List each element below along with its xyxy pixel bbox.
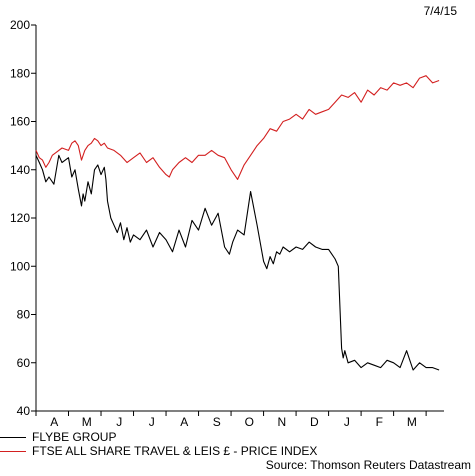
legend-swatch-flybe xyxy=(0,437,26,439)
chart-date: 7/4/15 xyxy=(423,4,457,18)
y-tick-label-180: 180 xyxy=(10,66,30,80)
y-tick-label-100: 100 xyxy=(10,259,30,273)
legend-label-ftse: FTSE ALL SHARE TRAVEL & LEIS £ - PRICE I… xyxy=(32,444,318,458)
legend-item-flybe: FLYBE GROUP xyxy=(0,430,116,444)
y-tick-label-140: 140 xyxy=(10,163,30,177)
x-tick-label-5: S xyxy=(213,415,221,429)
y-tick-label-160: 160 xyxy=(10,115,30,129)
source-note: Source: Thomson Reuters Datastream xyxy=(265,458,471,472)
y-tick-label-80: 80 xyxy=(17,308,31,322)
y-tick-label-120: 120 xyxy=(10,211,30,225)
x-tick-label-1: M xyxy=(82,415,92,429)
x-tick-label-10: F xyxy=(376,415,383,429)
x-tick-label-9: J xyxy=(344,415,350,429)
legend-swatch-ftse xyxy=(0,451,26,453)
x-tick-label-6: O xyxy=(245,415,254,429)
legend-label-flybe: FLYBE GROUP xyxy=(32,430,117,444)
y-tick-label-200: 200 xyxy=(10,18,30,32)
series-line-0 xyxy=(35,154,440,371)
legend-item-ftse: FTSE ALL SHARE TRAVEL & LEIS £ - PRICE I… xyxy=(0,444,317,458)
x-tick-label-3: J xyxy=(149,415,155,429)
x-tick-label-4: A xyxy=(180,415,188,429)
y-tick-label-60: 60 xyxy=(17,356,31,370)
x-tick-label-8: D xyxy=(310,415,319,429)
x-tick-label-7: N xyxy=(277,415,286,429)
x-tick-label-11: M xyxy=(407,415,417,429)
y-tick-label-40: 40 xyxy=(17,404,31,418)
series-line-1 xyxy=(35,75,440,180)
x-tick-label-2: J xyxy=(116,415,122,429)
x-tick-label-0: A xyxy=(50,415,58,429)
